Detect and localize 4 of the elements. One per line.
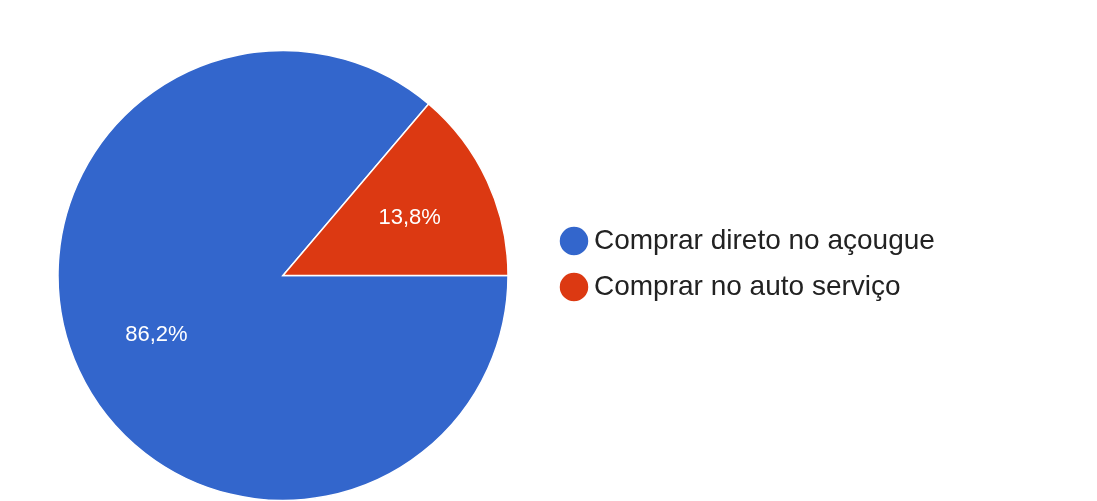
data-label: 86,2% bbox=[125, 321, 188, 347]
legend-label: Comprar direto no açougue bbox=[594, 224, 935, 255]
legend-label: Comprar no auto serviço bbox=[594, 270, 901, 301]
data-label: 13,8% bbox=[378, 203, 441, 229]
